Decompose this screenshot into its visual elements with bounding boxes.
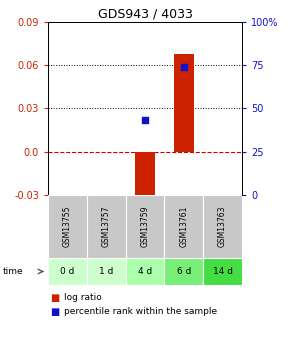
- Bar: [135, 152, 155, 202]
- Text: ■: ■: [50, 307, 59, 317]
- Bar: [203, 258, 242, 285]
- Title: GDS943 / 4033: GDS943 / 4033: [98, 8, 193, 21]
- Point: [143, 117, 147, 123]
- Text: ■: ■: [50, 293, 59, 303]
- Text: GSM13761: GSM13761: [179, 206, 188, 247]
- Bar: [87, 258, 126, 285]
- Bar: [164, 195, 203, 258]
- Text: GSM13763: GSM13763: [218, 206, 227, 247]
- Bar: [203, 195, 242, 258]
- Bar: [48, 258, 87, 285]
- Text: GSM13757: GSM13757: [102, 206, 111, 247]
- Bar: [174, 54, 193, 152]
- Text: 0 d: 0 d: [60, 267, 75, 276]
- Bar: [126, 258, 164, 285]
- Bar: [87, 195, 126, 258]
- Text: percentile rank within the sample: percentile rank within the sample: [64, 307, 218, 316]
- Text: log ratio: log ratio: [64, 294, 102, 303]
- Text: 14 d: 14 d: [213, 267, 233, 276]
- Text: GSM13755: GSM13755: [63, 206, 72, 247]
- Text: time: time: [3, 267, 23, 276]
- Bar: [48, 195, 87, 258]
- Text: 1 d: 1 d: [99, 267, 113, 276]
- Text: 4 d: 4 d: [138, 267, 152, 276]
- Bar: [126, 195, 164, 258]
- Text: 6 d: 6 d: [177, 267, 191, 276]
- Point: [181, 64, 186, 69]
- Bar: [164, 258, 203, 285]
- Text: GSM13759: GSM13759: [141, 206, 149, 247]
